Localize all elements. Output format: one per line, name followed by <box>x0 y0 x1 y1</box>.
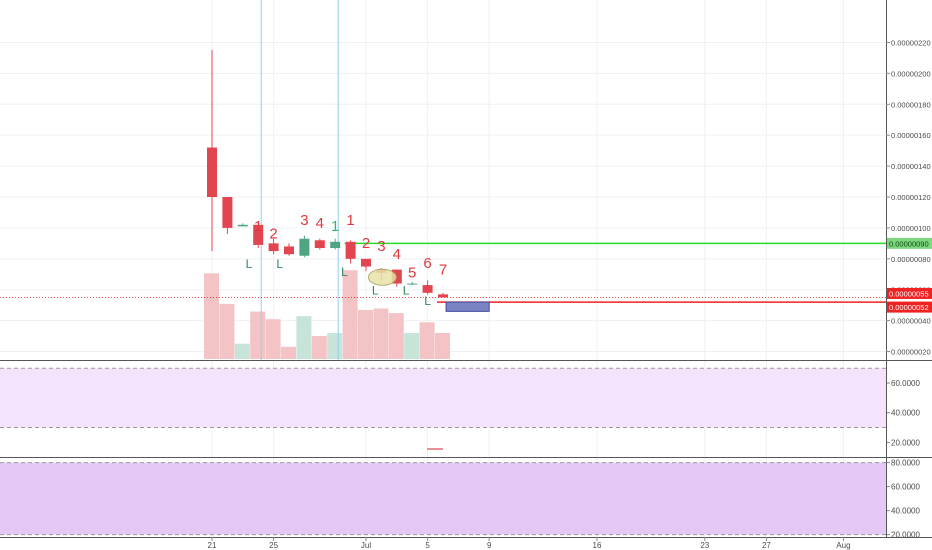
pane-tick-label: 20.0000 <box>891 438 920 447</box>
pane-tick-label: 20.0000 <box>891 531 920 540</box>
time-tick-label: 9 <box>487 541 492 550</box>
volume-bar <box>388 313 404 359</box>
candle-body <box>407 283 418 285</box>
price-label: 0.00000055 <box>889 289 929 298</box>
indicator-panes <box>0 367 886 536</box>
volume-bar <box>327 332 343 359</box>
count-label: 2 <box>362 235 370 252</box>
price-tick-label: 0.00000080 <box>891 255 931 264</box>
candle-body <box>237 224 248 227</box>
time-tick-label: Aug <box>836 541 850 550</box>
count-label: 2 <box>269 226 277 243</box>
drawings-background <box>0 0 886 360</box>
candle-body <box>314 240 325 248</box>
candle-body <box>422 285 433 293</box>
count-label: 6 <box>423 255 431 272</box>
l-marker: L <box>276 257 283 271</box>
count-label: 1 <box>346 212 354 229</box>
time-tick-label: Jul <box>361 541 371 550</box>
pane-tick-label: 60.0000 <box>891 379 920 388</box>
stoch-pane-band <box>0 462 886 535</box>
time-tick-label: 5 <box>425 541 430 550</box>
volume-bar <box>358 310 373 359</box>
volume-bar <box>265 319 281 359</box>
volume-bar <box>296 316 312 359</box>
price-tick-label: 0.00000120 <box>891 193 931 202</box>
l-marker: L <box>246 257 253 271</box>
candle-body <box>438 294 448 298</box>
candle-body <box>207 147 217 197</box>
candle-body <box>284 246 294 255</box>
count-label: 7 <box>439 261 447 278</box>
pane-tick-label: 40.0000 <box>891 507 920 516</box>
price-tick-label: 0.00000220 <box>891 38 931 47</box>
time-tick-label: 27 <box>762 541 771 550</box>
count-label: 3 <box>300 212 308 229</box>
l-marker: L <box>372 283 379 297</box>
count-label: 4 <box>393 246 401 263</box>
rsi-pane-band <box>0 368 886 428</box>
candle-body <box>253 224 264 245</box>
volume-bar <box>342 270 358 359</box>
count-label: 1 <box>331 218 339 235</box>
volume-bar <box>373 308 389 359</box>
candle-body <box>345 241 356 259</box>
count-label: 1 <box>254 218 262 235</box>
chart-grid <box>0 0 886 537</box>
pane-tick-label: 80.0000 <box>891 459 920 468</box>
price-label: 0.00000090 <box>889 239 929 248</box>
price-tick-label: 0.00000140 <box>891 162 931 171</box>
l-marker: L <box>403 283 410 297</box>
price-tick-label: 0.00000180 <box>891 100 931 109</box>
volume-bars <box>204 270 450 359</box>
count-label: 4 <box>316 215 324 232</box>
volume-bar <box>219 303 235 359</box>
price-tick-label: 0.00000040 <box>891 317 931 326</box>
candle-body <box>361 258 371 267</box>
time-tick-label: 16 <box>593 541 602 550</box>
volume-bar <box>311 336 327 359</box>
volume-bar <box>435 332 450 359</box>
time-tick-label: 23 <box>700 541 709 550</box>
volume-bar <box>234 343 250 359</box>
price-tick-label: 0.00000160 <box>891 131 931 140</box>
volume-bar <box>404 332 420 359</box>
volume-bar <box>250 311 266 359</box>
candlesticks <box>207 50 448 298</box>
pane-tick-label: 40.0000 <box>891 409 920 418</box>
price-tick-label: 0.00000020 <box>891 348 931 357</box>
candle-body <box>299 238 310 256</box>
target-box <box>445 301 490 312</box>
candle-body <box>330 241 341 248</box>
volume-bar <box>281 346 296 359</box>
price-label-bg <box>887 301 932 313</box>
price-label-bg <box>887 287 932 299</box>
l-marker: L <box>424 294 431 308</box>
candle-body <box>222 197 233 228</box>
price-label-bg <box>887 237 932 249</box>
count-label: 3 <box>377 238 385 255</box>
price-tick-label: 0.00000200 <box>891 69 931 78</box>
volume-bar <box>204 273 219 359</box>
price-label: 0.00000052 <box>889 303 929 312</box>
candle-body <box>268 243 279 252</box>
highlight-ellipse <box>367 268 397 286</box>
l-marker: L <box>341 265 348 279</box>
pane-tick-label: 60.0000 <box>891 483 920 492</box>
count-label: 5 <box>408 264 416 281</box>
drawings: 1 23 4 1 12 3 456 7L LLL LL <box>246 212 448 308</box>
time-tick-label: 21 <box>208 541 217 550</box>
volume-bar <box>419 322 435 359</box>
price-tick-label: 0.00000100 <box>891 224 931 233</box>
time-tick-label: 25 <box>269 541 278 550</box>
